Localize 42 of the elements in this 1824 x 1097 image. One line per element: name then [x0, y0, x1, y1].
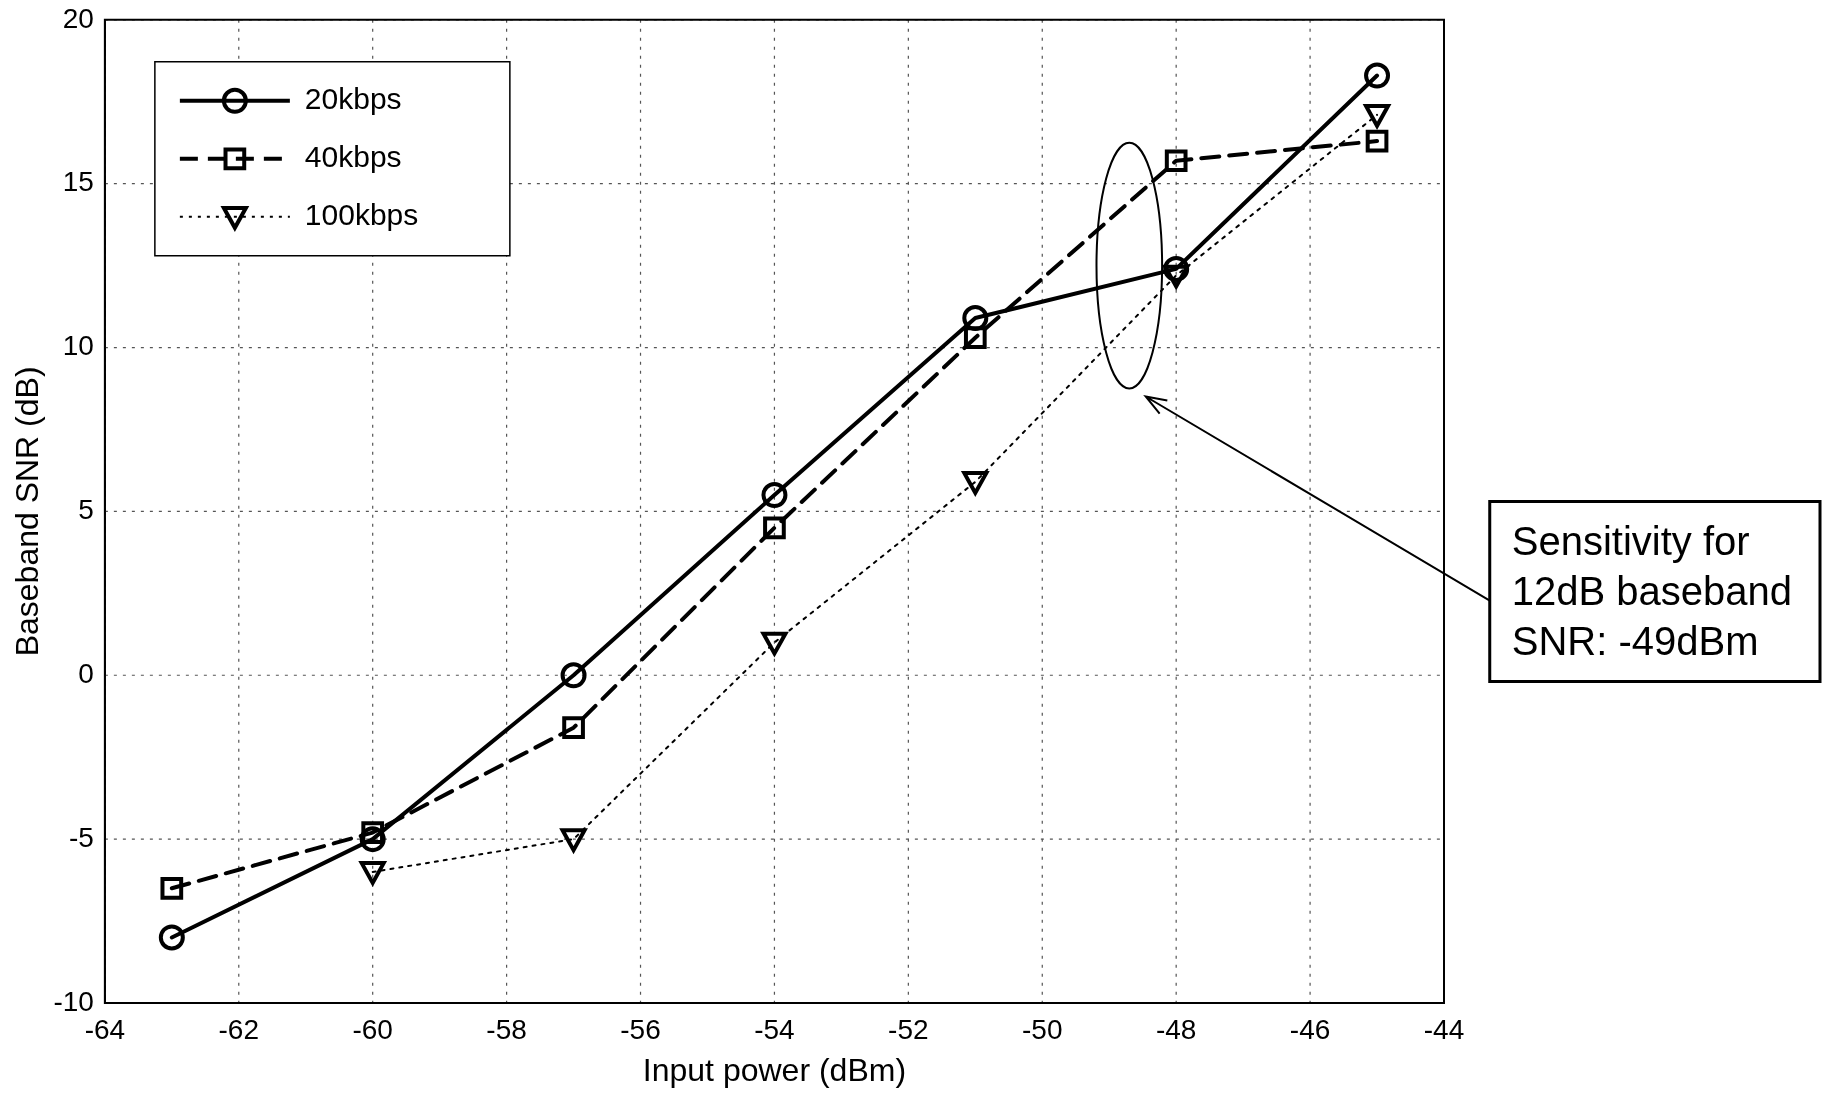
- x-tick-label: -58: [486, 1013, 527, 1045]
- x-tick-label: -48: [1155, 1013, 1197, 1045]
- point: [1364, 104, 1391, 128]
- y-axis-title: Baseband SNR (dB): [9, 366, 46, 657]
- x-tick-label: -54: [754, 1013, 795, 1045]
- point: [963, 326, 987, 350]
- y-tick-label: 15: [62, 166, 94, 198]
- y-tick-label: -5: [68, 821, 94, 853]
- legend-label: 100kbps: [304, 198, 419, 232]
- x-tick-label: -62: [218, 1013, 260, 1045]
- legend-label: 20kbps: [304, 82, 402, 116]
- y-tick-label: 0: [78, 657, 94, 689]
- text: Sensitivity for 12dB baseband SNR: -49dBm: [1511, 518, 1793, 663]
- point: [760, 631, 789, 658]
- point: [1163, 264, 1191, 291]
- point: [158, 924, 185, 951]
- x-tick-label: -56: [620, 1013, 661, 1045]
- point: [1364, 62, 1391, 89]
- point: [562, 716, 585, 740]
- legend-label: 40kbps: [304, 140, 402, 174]
- x-tick-label: -44: [1423, 1013, 1465, 1045]
- x-tick-label: -50: [1022, 1013, 1063, 1045]
- y-tick-label: 20: [62, 2, 94, 34]
- x-tick-label: -46: [1289, 1013, 1331, 1045]
- point: [761, 482, 788, 509]
- point: [560, 662, 587, 689]
- point: [559, 828, 588, 855]
- point: [359, 826, 386, 853]
- x-axis-title: Input power (dBm): [642, 1051, 907, 1088]
- point: [763, 516, 786, 540]
- x-tick-label: -60: [352, 1013, 393, 1045]
- point: [1164, 149, 1188, 173]
- point: [359, 861, 386, 885]
- point: [361, 821, 385, 844]
- point: [962, 471, 989, 495]
- point: [1365, 129, 1389, 153]
- point: [160, 876, 184, 900]
- point: [1163, 255, 1190, 282]
- y-tick-label: 10: [62, 330, 94, 362]
- point: [962, 305, 989, 332]
- x-tick-label: -52: [888, 1013, 929, 1045]
- y-tick-label: 5: [78, 494, 94, 526]
